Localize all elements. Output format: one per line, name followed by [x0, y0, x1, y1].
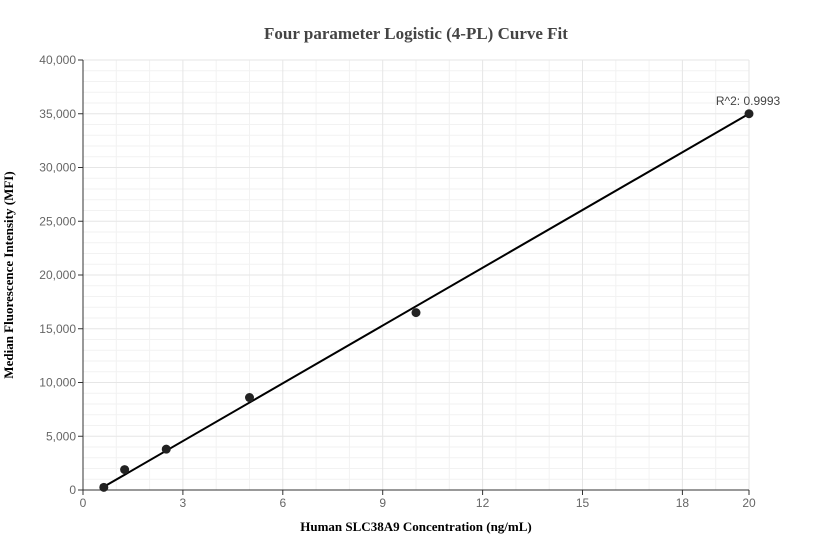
r-squared-annotation: R^2: 0.9993: [716, 94, 781, 108]
x-tick-label: 9: [379, 496, 386, 510]
y-tick-label: 5,000: [46, 429, 76, 443]
y-tick-label: 35,000: [39, 107, 76, 121]
x-tick-label: 6: [279, 496, 286, 510]
data-point: [411, 308, 421, 318]
y-tick-label: 15,000: [39, 322, 76, 336]
y-tick-label: 10,000: [39, 376, 76, 390]
data-point: [120, 465, 130, 475]
y-tick-label: 25,000: [39, 214, 76, 228]
data-point: [744, 109, 754, 119]
plot-area: [99, 109, 754, 492]
x-tick-label: 20: [742, 496, 756, 510]
data-point: [99, 482, 109, 492]
y-tick-label: 0: [69, 483, 76, 497]
tick-labels: 0 3 6 9 12 15 18 20 0 5,000 10,000 15,000 20,000 25,0…: [39, 53, 756, 510]
data-point: [161, 444, 171, 454]
data-point: [245, 393, 254, 403]
chart-title: Four parameter Logistic (4-PL) Curve Fit: [264, 24, 568, 43]
x-tick-label: 18: [676, 496, 690, 510]
x-tick-label: 0: [80, 496, 87, 510]
x-tick-label: 12: [476, 496, 490, 510]
y-tick-label: 40,000: [39, 53, 76, 67]
grid: [83, 59, 750, 490]
x-tick-label: 15: [576, 496, 590, 510]
fit-curve-line: [103, 112, 750, 488]
y-tick-label: 20,000: [39, 268, 76, 282]
y-axis-label: Median Fluorescence Intensity (MFI): [1, 171, 16, 378]
x-axis-label: Human SLC38A9 Concentration (ng/mL): [300, 519, 532, 534]
x-tick-label: 3: [180, 496, 187, 510]
axes: [78, 59, 750, 495]
y-tick-label: 30,000: [39, 161, 76, 175]
